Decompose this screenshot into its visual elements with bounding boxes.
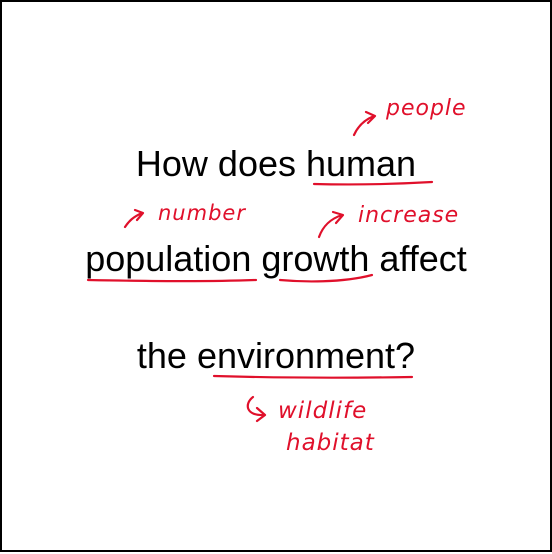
annotation-wildlife: wildlife — [278, 398, 368, 424]
question-line-3: the environment? — [136, 335, 416, 376]
arrow-wildlife-icon — [246, 395, 267, 423]
question-line-2: population growth affect — [85, 238, 467, 279]
annotation-number: number — [158, 201, 246, 225]
underline-population — [86, 278, 258, 283]
annotation-people: people — [386, 96, 467, 121]
arrow-number-icon — [123, 208, 145, 229]
annotation-habitat: habitat — [286, 430, 375, 456]
question-line-1: How does human — [135, 143, 417, 184]
arrow-increase-icon — [317, 210, 345, 239]
annotation-increase: increase — [358, 203, 460, 228]
arrow-people-icon — [352, 110, 377, 137]
underline-environment — [212, 374, 414, 379]
